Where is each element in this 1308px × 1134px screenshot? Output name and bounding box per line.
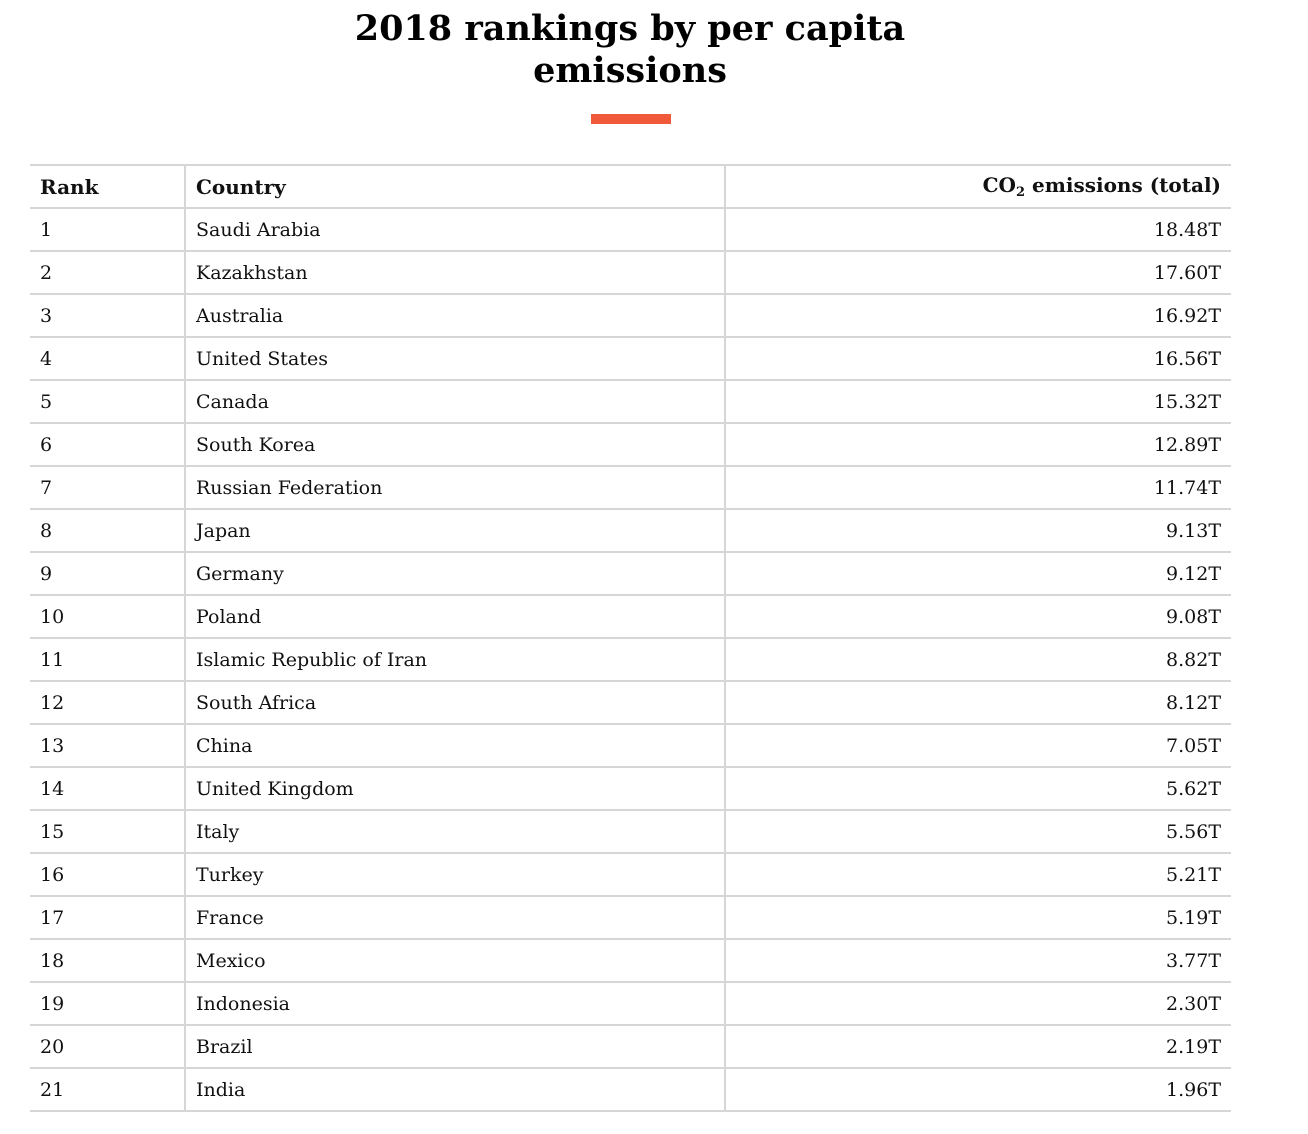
- page-title: 2018 rankings by per capita emissions: [330, 8, 930, 92]
- rank-cell: 6: [30, 422, 185, 467]
- country-cell: South Africa: [184, 680, 725, 725]
- emissions-value-cell: 5.19T: [724, 895, 1231, 940]
- rank-cell: 14: [30, 766, 185, 811]
- emissions-value-cell: 16.92T: [724, 293, 1231, 338]
- title-line-1: 2018 rankings by per capita: [354, 8, 906, 49]
- rank-cell: 2: [30, 250, 185, 295]
- country-cell: Italy: [184, 809, 725, 854]
- rankings-table: Rank Country CO2 emissions (total) 1 Saud…: [30, 164, 1231, 1112]
- emissions-value-cell: 8.12T: [724, 680, 1231, 725]
- country-cell: Saudi Arabia: [184, 207, 725, 252]
- rank-cell: 17: [30, 895, 185, 940]
- table-row: 2 Kazakhstan 17.60T: [30, 250, 1231, 295]
- rank-cell: 18: [30, 938, 185, 983]
- column-header-emissions-suffix: emissions (total): [1025, 173, 1221, 197]
- emissions-value-cell: 9.12T: [724, 551, 1231, 596]
- table-row: 9 Germany 9.12T: [30, 551, 1231, 596]
- rank-cell: 13: [30, 723, 185, 768]
- country-cell: Kazakhstan: [184, 250, 725, 295]
- column-header-rank: Rank: [30, 164, 185, 209]
- table-body: 1 Saudi Arabia 18.48T 2 Kazakhstan 17.60T 3 Aus…: [30, 207, 1231, 1112]
- table-row: 1 Saudi Arabia 18.48T: [30, 207, 1231, 252]
- emissions-value-cell: 18.48T: [724, 207, 1231, 252]
- emissions-value-cell: 3.77T: [724, 938, 1231, 983]
- emissions-value-cell: 2.19T: [724, 1024, 1231, 1069]
- table-row: 4 United States 16.56T: [30, 336, 1231, 381]
- table-row: 14 United Kingdom 5.62T: [30, 766, 1231, 811]
- emissions-value-cell: 5.62T: [724, 766, 1231, 811]
- emissions-value-cell: 17.60T: [724, 250, 1231, 295]
- table-row: 15 Italy 5.56T: [30, 809, 1231, 854]
- rank-cell: 1: [30, 207, 185, 252]
- table-row: 17 France 5.19T: [30, 895, 1231, 940]
- table-row: 7 Russian Federation 11.74T: [30, 465, 1231, 510]
- table-row: 5 Canada 15.32T: [30, 379, 1231, 424]
- rank-cell: 21: [30, 1067, 185, 1112]
- rank-cell: 3: [30, 293, 185, 338]
- column-header-country: Country: [184, 164, 725, 209]
- country-cell: India: [184, 1067, 725, 1112]
- emissions-value-cell: 9.13T: [724, 508, 1231, 553]
- rank-cell: 20: [30, 1024, 185, 1069]
- column-header-emissions: CO2 emissions (total): [724, 164, 1231, 209]
- emissions-value-cell: 5.56T: [724, 809, 1231, 854]
- rank-cell: 5: [30, 379, 185, 424]
- country-cell: France: [184, 895, 725, 940]
- country-cell: Turkey: [184, 852, 725, 897]
- rank-cell: 4: [30, 336, 185, 381]
- emissions-value-cell: 11.74T: [724, 465, 1231, 510]
- rank-cell: 12: [30, 680, 185, 725]
- table-header-row: Rank Country CO2 emissions (total): [30, 164, 1231, 209]
- table-row: 18 Mexico 3.77T: [30, 938, 1231, 983]
- country-cell: Germany: [184, 551, 725, 596]
- country-cell: Brazil: [184, 1024, 725, 1069]
- country-cell: Mexico: [184, 938, 725, 983]
- country-cell: Islamic Republic of Iran: [184, 637, 725, 682]
- emissions-value-cell: 2.30T: [724, 981, 1231, 1026]
- table-row: 10 Poland 9.08T: [30, 594, 1231, 639]
- country-cell: China: [184, 723, 725, 768]
- table-row: 21 India 1.96T: [30, 1067, 1231, 1112]
- country-cell: Canada: [184, 379, 725, 424]
- table-row: 19 Indonesia 2.30T: [30, 981, 1231, 1026]
- table-row: 6 South Korea 12.89T: [30, 422, 1231, 467]
- country-cell: Australia: [184, 293, 725, 338]
- rank-cell: 9: [30, 551, 185, 596]
- rank-cell: 11: [30, 637, 185, 682]
- table-row: 16 Turkey 5.21T: [30, 852, 1231, 897]
- country-cell: United Kingdom: [184, 766, 725, 811]
- rank-cell: 16: [30, 852, 185, 897]
- emissions-value-cell: 1.96T: [724, 1067, 1231, 1112]
- country-cell: United States: [184, 336, 725, 381]
- table-row: 12 South Africa 8.12T: [30, 680, 1231, 725]
- table-row: 20 Brazil 2.19T: [30, 1024, 1231, 1069]
- rank-cell: 19: [30, 981, 185, 1026]
- rank-cell: 8: [30, 508, 185, 553]
- rank-cell: 10: [30, 594, 185, 639]
- country-cell: Indonesia: [184, 981, 725, 1026]
- table-row: 13 China 7.05T: [30, 723, 1231, 768]
- country-cell: Poland: [184, 594, 725, 639]
- emissions-value-cell: 8.82T: [724, 637, 1231, 682]
- emissions-value-cell: 5.21T: [724, 852, 1231, 897]
- table-row: 11 Islamic Republic of Iran 8.82T: [30, 637, 1231, 682]
- title-line-2: emissions: [533, 50, 727, 91]
- emissions-value-cell: 7.05T: [724, 723, 1231, 768]
- table-row: 3 Australia 16.92T: [30, 293, 1231, 338]
- rank-cell: 7: [30, 465, 185, 510]
- column-header-emissions-prefix: CO: [982, 173, 1016, 197]
- rank-cell: 15: [30, 809, 185, 854]
- emissions-value-cell: 16.56T: [724, 336, 1231, 381]
- emissions-value-cell: 12.89T: [724, 422, 1231, 467]
- table-row: 8 Japan 9.13T: [30, 508, 1231, 553]
- country-cell: Japan: [184, 508, 725, 553]
- country-cell: Russian Federation: [184, 465, 725, 510]
- emissions-value-cell: 9.08T: [724, 594, 1231, 639]
- title-accent-bar: [591, 114, 671, 124]
- emissions-value-cell: 15.32T: [724, 379, 1231, 424]
- country-cell: South Korea: [184, 422, 725, 467]
- column-header-emissions-subscript: 2: [1015, 185, 1026, 200]
